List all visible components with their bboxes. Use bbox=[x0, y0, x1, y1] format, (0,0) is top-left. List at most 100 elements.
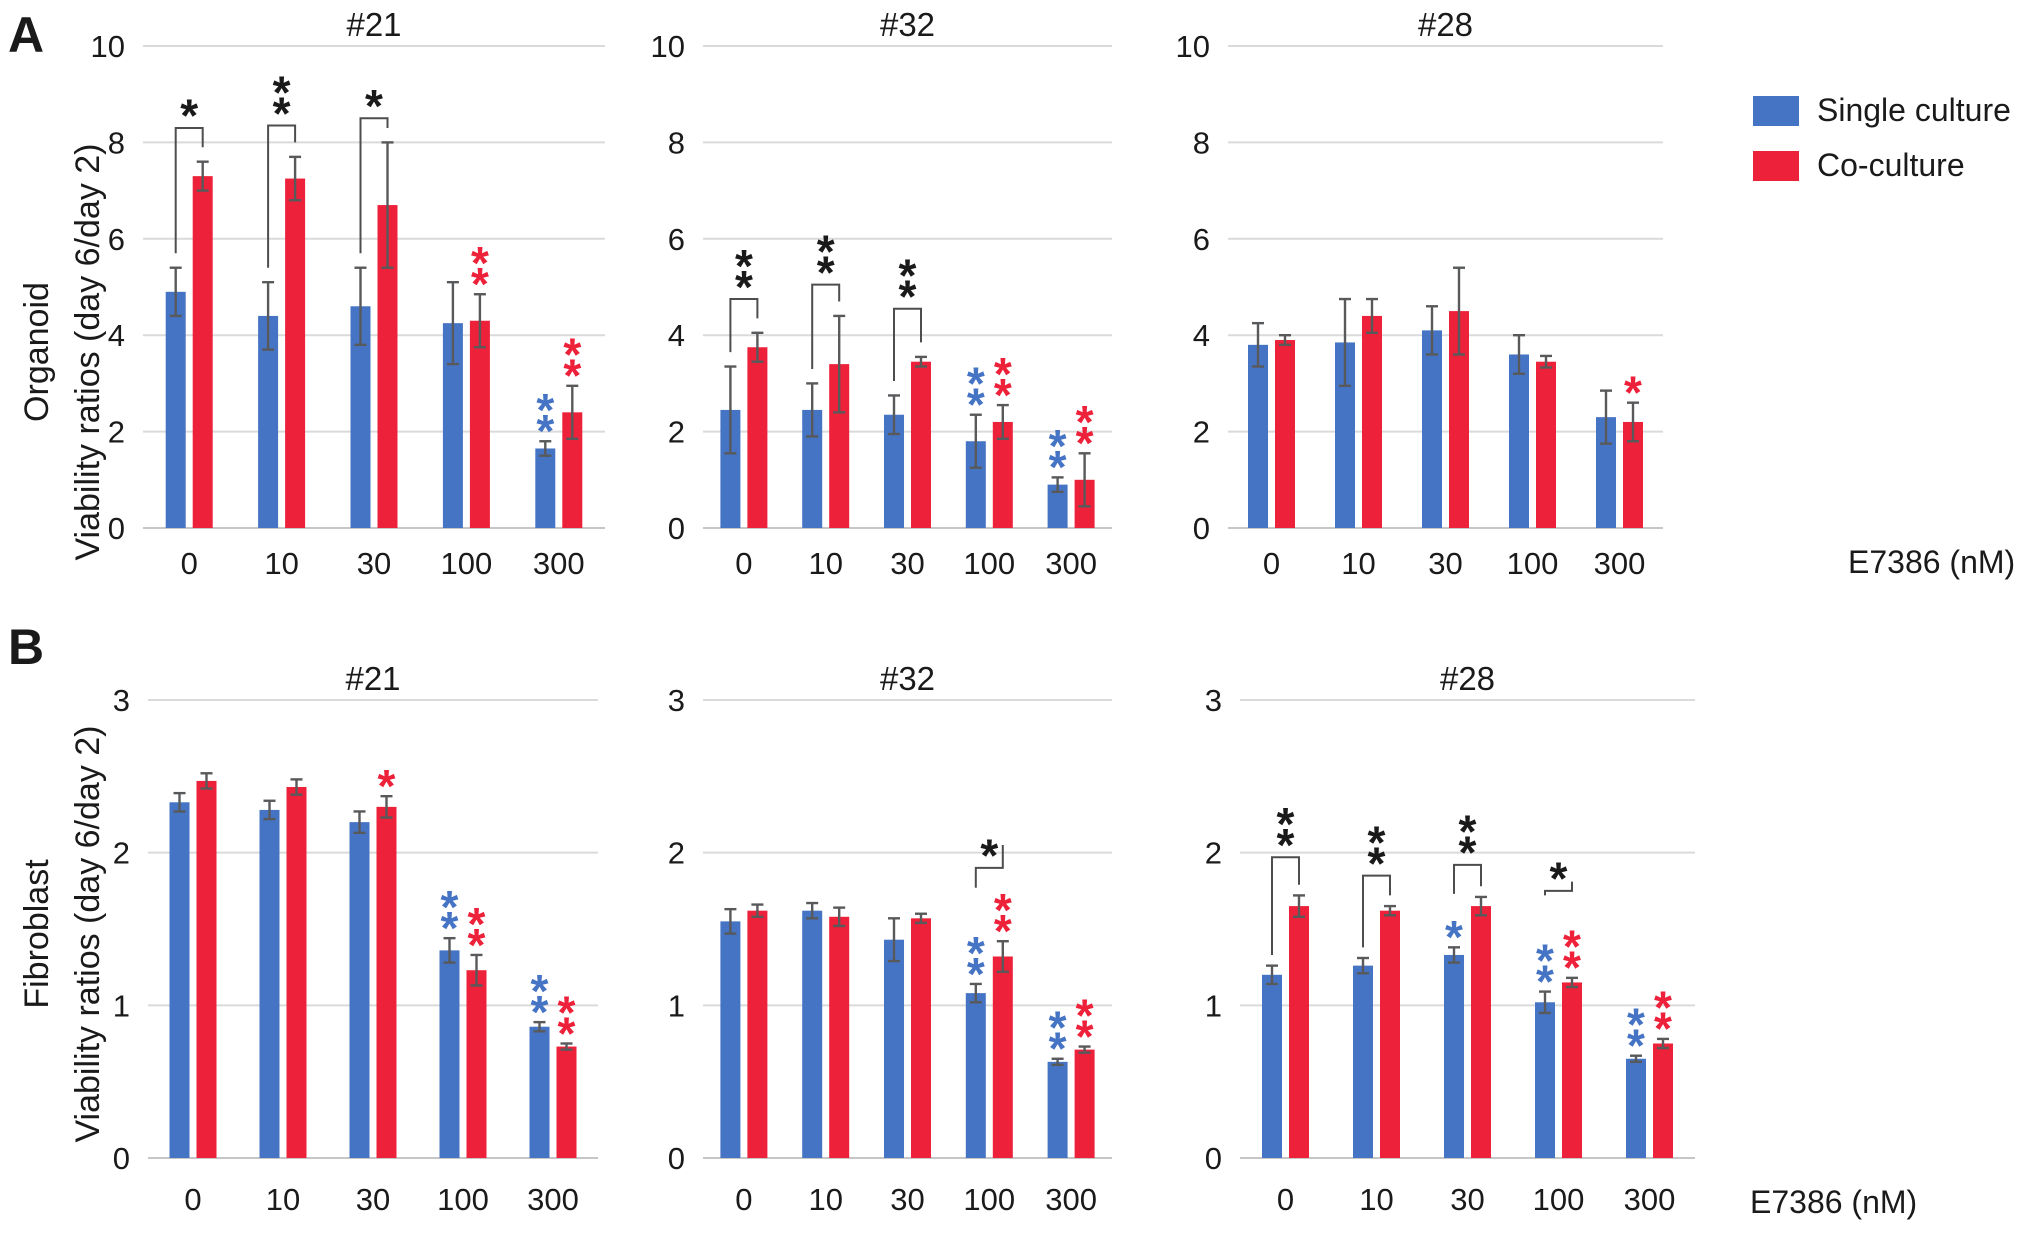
svg-text:*: * bbox=[531, 986, 549, 1038]
svg-text:0: 0 bbox=[735, 1182, 752, 1217]
row-a-x-axis-unit-label: E7386 (nM) bbox=[1848, 544, 2016, 580]
svg-text:*: * bbox=[378, 760, 396, 812]
svg-text:100: 100 bbox=[963, 1182, 1015, 1217]
svg-text:10: 10 bbox=[266, 1182, 300, 1217]
svg-text:6: 6 bbox=[668, 222, 685, 257]
svg-text:2: 2 bbox=[1193, 415, 1210, 450]
svg-text:100: 100 bbox=[441, 546, 493, 581]
svg-text:*: * bbox=[1049, 420, 1067, 472]
svg-text:*: * bbox=[1459, 827, 1477, 879]
svg-text:1: 1 bbox=[1205, 988, 1222, 1023]
svg-text:*: * bbox=[1459, 806, 1477, 858]
legend-label-single-culture: Single culture bbox=[1817, 92, 2011, 128]
svg-text:#28: #28 bbox=[1440, 660, 1495, 697]
svg-text:100: 100 bbox=[437, 1182, 489, 1217]
svg-text:300: 300 bbox=[1045, 546, 1097, 581]
svg-text:300: 300 bbox=[527, 1182, 579, 1217]
legend: Single culture Co-culture bbox=[1753, 92, 2011, 184]
svg-text:#21: #21 bbox=[346, 6, 401, 43]
svg-text:*: * bbox=[531, 965, 549, 1017]
svg-text:*: * bbox=[471, 258, 489, 310]
svg-text:0: 0 bbox=[181, 546, 198, 581]
svg-text:*: * bbox=[558, 1007, 576, 1059]
svg-text:4: 4 bbox=[108, 318, 125, 353]
svg-text:0: 0 bbox=[1277, 1182, 1294, 1217]
svg-text:0: 0 bbox=[113, 1141, 130, 1176]
svg-text:0: 0 bbox=[184, 1182, 201, 1217]
svg-text:6: 6 bbox=[108, 222, 125, 257]
svg-text:2: 2 bbox=[113, 836, 130, 871]
svg-text:*: * bbox=[1654, 1003, 1672, 1055]
svg-text:*: * bbox=[1076, 989, 1094, 1041]
legend-item-single-culture: Single culture bbox=[1753, 92, 2011, 129]
svg-text:*: * bbox=[536, 384, 554, 436]
svg-text:2: 2 bbox=[1205, 836, 1222, 871]
svg-text:*: * bbox=[994, 369, 1012, 421]
svg-text:#32: #32 bbox=[880, 6, 935, 43]
svg-text:300: 300 bbox=[533, 546, 585, 581]
panel-a-label: A bbox=[8, 7, 45, 63]
svg-text:#28: #28 bbox=[1418, 6, 1473, 43]
svg-text:#21: #21 bbox=[345, 660, 400, 697]
svg-text:30: 30 bbox=[357, 546, 391, 581]
svg-text:30: 30 bbox=[1450, 1182, 1484, 1217]
svg-text:10: 10 bbox=[1176, 29, 1210, 64]
svg-text:*: * bbox=[441, 881, 459, 933]
svg-text:*: * bbox=[1076, 396, 1094, 448]
svg-text:3: 3 bbox=[668, 683, 685, 718]
svg-text:*: * bbox=[817, 225, 835, 277]
svg-text:*: * bbox=[967, 358, 985, 410]
svg-text:*: * bbox=[1627, 999, 1645, 1051]
svg-text:0: 0 bbox=[1193, 511, 1210, 546]
svg-text:*: * bbox=[365, 80, 383, 132]
svg-text:0: 0 bbox=[1205, 1141, 1222, 1176]
svg-text:8: 8 bbox=[108, 125, 125, 160]
svg-text:*: * bbox=[1049, 1023, 1067, 1075]
svg-text:*: * bbox=[1536, 934, 1554, 986]
legend-label-co-culture: Co-culture bbox=[1817, 147, 1965, 183]
svg-text:*: * bbox=[441, 902, 459, 954]
svg-text:*: * bbox=[273, 66, 291, 118]
svg-text:30: 30 bbox=[1428, 546, 1462, 581]
svg-text:*: * bbox=[899, 270, 917, 322]
svg-text:100: 100 bbox=[1533, 1182, 1585, 1217]
svg-text:*: * bbox=[735, 240, 753, 292]
svg-text:*: * bbox=[1277, 798, 1295, 850]
svg-text:6: 6 bbox=[1193, 222, 1210, 257]
svg-text:*: * bbox=[994, 884, 1012, 936]
svg-text:2: 2 bbox=[108, 415, 125, 450]
svg-text:*: * bbox=[967, 379, 985, 431]
svg-text:30: 30 bbox=[356, 1182, 390, 1217]
svg-text:2: 2 bbox=[668, 415, 685, 450]
svg-text:*: * bbox=[468, 919, 486, 971]
single-culture-swatch bbox=[1753, 95, 1799, 126]
svg-text:300: 300 bbox=[1045, 1182, 1097, 1217]
panel-b-label: B bbox=[8, 619, 45, 675]
svg-text:10: 10 bbox=[651, 29, 685, 64]
svg-text:10: 10 bbox=[808, 546, 842, 581]
svg-text:300: 300 bbox=[1624, 1182, 1676, 1217]
svg-text:*: * bbox=[1627, 1020, 1645, 1072]
svg-text:0: 0 bbox=[668, 511, 685, 546]
svg-text:*: * bbox=[1550, 853, 1568, 905]
svg-text:8: 8 bbox=[1193, 125, 1210, 160]
svg-text:4: 4 bbox=[668, 318, 685, 353]
svg-text:0: 0 bbox=[1263, 546, 1280, 581]
svg-text:#32: #32 bbox=[880, 660, 935, 697]
svg-text:10: 10 bbox=[808, 1182, 842, 1217]
svg-text:*: * bbox=[994, 905, 1012, 957]
svg-text:30: 30 bbox=[890, 1182, 924, 1217]
svg-text:100: 100 bbox=[1507, 546, 1559, 581]
svg-text:*: * bbox=[468, 898, 486, 950]
svg-text:4: 4 bbox=[1193, 318, 1210, 353]
svg-text:*: * bbox=[1049, 1002, 1067, 1054]
svg-text:*: * bbox=[273, 87, 291, 139]
svg-text:*: * bbox=[994, 348, 1012, 400]
svg-text:*: * bbox=[1563, 921, 1581, 973]
svg-text:10: 10 bbox=[91, 29, 125, 64]
svg-text:3: 3 bbox=[1205, 683, 1222, 718]
svg-text:*: * bbox=[563, 350, 581, 402]
svg-text:30: 30 bbox=[890, 546, 924, 581]
